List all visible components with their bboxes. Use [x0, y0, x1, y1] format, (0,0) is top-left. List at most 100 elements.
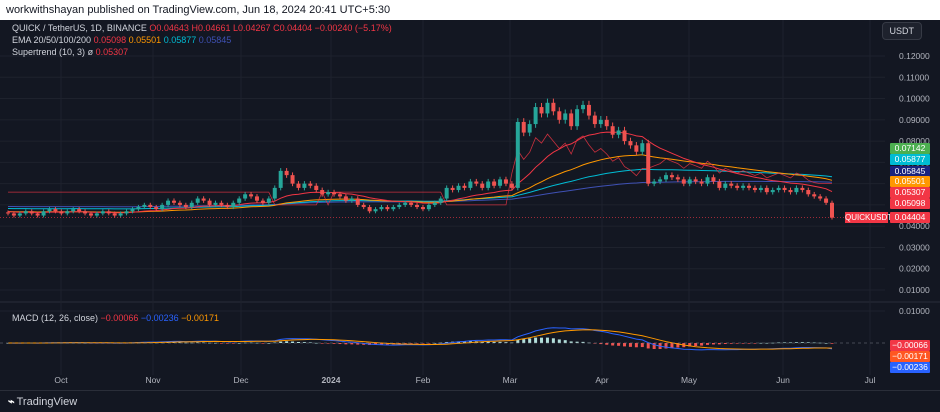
candle-body — [509, 183, 514, 188]
candle-body — [94, 213, 99, 216]
candle-body — [794, 187, 799, 193]
time-tick-label: Jul — [865, 375, 876, 385]
time-tick-label: Apr — [595, 375, 608, 385]
candle-body — [782, 187, 787, 191]
ema20-line — [7, 131, 833, 214]
candle-body — [59, 211, 64, 214]
candle-body — [284, 170, 289, 176]
candle-body — [788, 190, 793, 193]
candle-body — [450, 187, 455, 191]
candle-body — [486, 181, 491, 188]
candle-body — [243, 194, 248, 199]
macd-histogram-bar — [196, 342, 200, 344]
price-tag: 0.05877 — [890, 154, 930, 165]
candle-body — [100, 211, 105, 214]
legend-macd-signal: −0.00171 — [181, 313, 219, 323]
time-tick-label: 2024 — [322, 375, 341, 385]
tradingview-logo[interactable]: ⌁ TradingView — [8, 395, 77, 408]
macd-histogram-bar — [356, 343, 360, 345]
candle-body — [628, 141, 633, 146]
candle-body — [545, 102, 550, 114]
macd-histogram-bar — [379, 343, 383, 345]
time-tick-label: Dec — [233, 375, 249, 385]
legend-open: O0.04643 — [149, 23, 189, 33]
candle-body — [598, 119, 603, 125]
candle-body — [77, 209, 82, 212]
candle-body — [592, 115, 597, 125]
candle-body — [551, 102, 556, 112]
candle-body — [11, 213, 16, 216]
chart-area[interactable]: 0.120000.110000.100000.090000.080000.070… — [0, 20, 940, 390]
legend-supertrend-line[interactable]: Supertrend (10, 3) ø 0.05307 — [12, 47, 128, 57]
macd-histogram-bar — [545, 337, 549, 343]
candle-body — [770, 190, 775, 193]
candle-body — [112, 213, 117, 216]
legend-low: L0.04267 — [233, 23, 271, 33]
time-tick-label: Mar — [503, 375, 518, 385]
legend-macd-hist: −0.00066 — [100, 313, 139, 323]
candle-body — [53, 209, 58, 212]
candle-body — [337, 194, 342, 197]
macd-histogram-bar — [267, 342, 271, 344]
candle-body — [498, 179, 503, 186]
candle-body — [326, 192, 331, 195]
candle-body — [480, 183, 485, 188]
candle-body — [539, 107, 544, 114]
legend-ema-line[interactable]: EMA 20/50/100/200 0.05098 0.05501 0.0587… — [12, 35, 231, 45]
candle-body — [278, 170, 283, 188]
candle-body — [527, 124, 532, 133]
candle-body — [569, 113, 574, 127]
macd-histogram-bar — [350, 343, 354, 345]
price-chart-svg[interactable]: 0.120000.110000.100000.090000.080000.070… — [0, 20, 940, 390]
price-tick-label: 0.08000 — [899, 136, 930, 146]
candle-body — [47, 209, 52, 212]
macd-histogram-bar — [581, 341, 585, 343]
macd-histogram-bar — [617, 343, 621, 346]
candle-body — [438, 198, 443, 203]
macd-histogram-bar — [320, 343, 324, 344]
candle-body — [314, 185, 319, 191]
candle-body — [747, 185, 752, 188]
macd-histogram-bar — [273, 342, 277, 344]
macd-histogram-bar — [231, 343, 235, 344]
last-price-tag: 0.04404 — [890, 212, 930, 223]
legend-ema200: 0.05845 — [198, 35, 232, 45]
publisher-bar: workwithshayan published on TradingView.… — [0, 0, 940, 20]
macd-histogram-bar — [634, 343, 638, 348]
macd-histogram-bar — [374, 343, 378, 345]
candle-body — [154, 207, 159, 210]
legend-symbol-line: QUICK / TetherUS, 1D, BINANCE O0.04643 H… — [12, 23, 392, 33]
candle-body — [776, 187, 781, 191]
macd-histogram-bar — [516, 340, 520, 343]
candle-body — [420, 207, 425, 210]
macd-line — [7, 327, 833, 351]
candle-body — [693, 179, 698, 182]
macd-histogram-bar — [190, 342, 194, 344]
candle-body — [764, 187, 769, 193]
candle-body — [266, 198, 271, 203]
candle-body — [735, 185, 740, 188]
price-tick-label: 0.02000 — [899, 264, 930, 274]
candle-body — [640, 143, 645, 152]
candle-body — [83, 211, 88, 214]
legend-macd-line[interactable]: MACD (12, 26, close) −0.00066 −0.00236 −… — [12, 313, 219, 323]
supertrend-line — [8, 133, 832, 206]
candle-body — [88, 213, 93, 216]
candle-body — [468, 181, 473, 188]
price-tag: 0.05845 — [890, 166, 930, 177]
price-tick-label: 0.11000 — [899, 72, 929, 82]
candle-body — [249, 194, 254, 197]
macd-histogram-bar — [213, 342, 217, 344]
macd-histogram-bar — [225, 343, 229, 344]
candle-body — [622, 130, 627, 142]
currency-button[interactable]: USDT — [881, 22, 922, 40]
eye-icon[interactable]: ø — [87, 47, 94, 57]
macd-histogram-bar — [344, 343, 348, 345]
macd-histogram-bar — [178, 342, 182, 344]
macd-histogram-bar — [611, 343, 615, 346]
candle-body — [17, 213, 22, 216]
macd-histogram-bar — [640, 343, 644, 348]
price-tick-label: 0.03000 — [899, 242, 930, 252]
price-tick-label: 0.09000 — [899, 115, 930, 125]
macd-histogram-bar — [415, 343, 419, 344]
